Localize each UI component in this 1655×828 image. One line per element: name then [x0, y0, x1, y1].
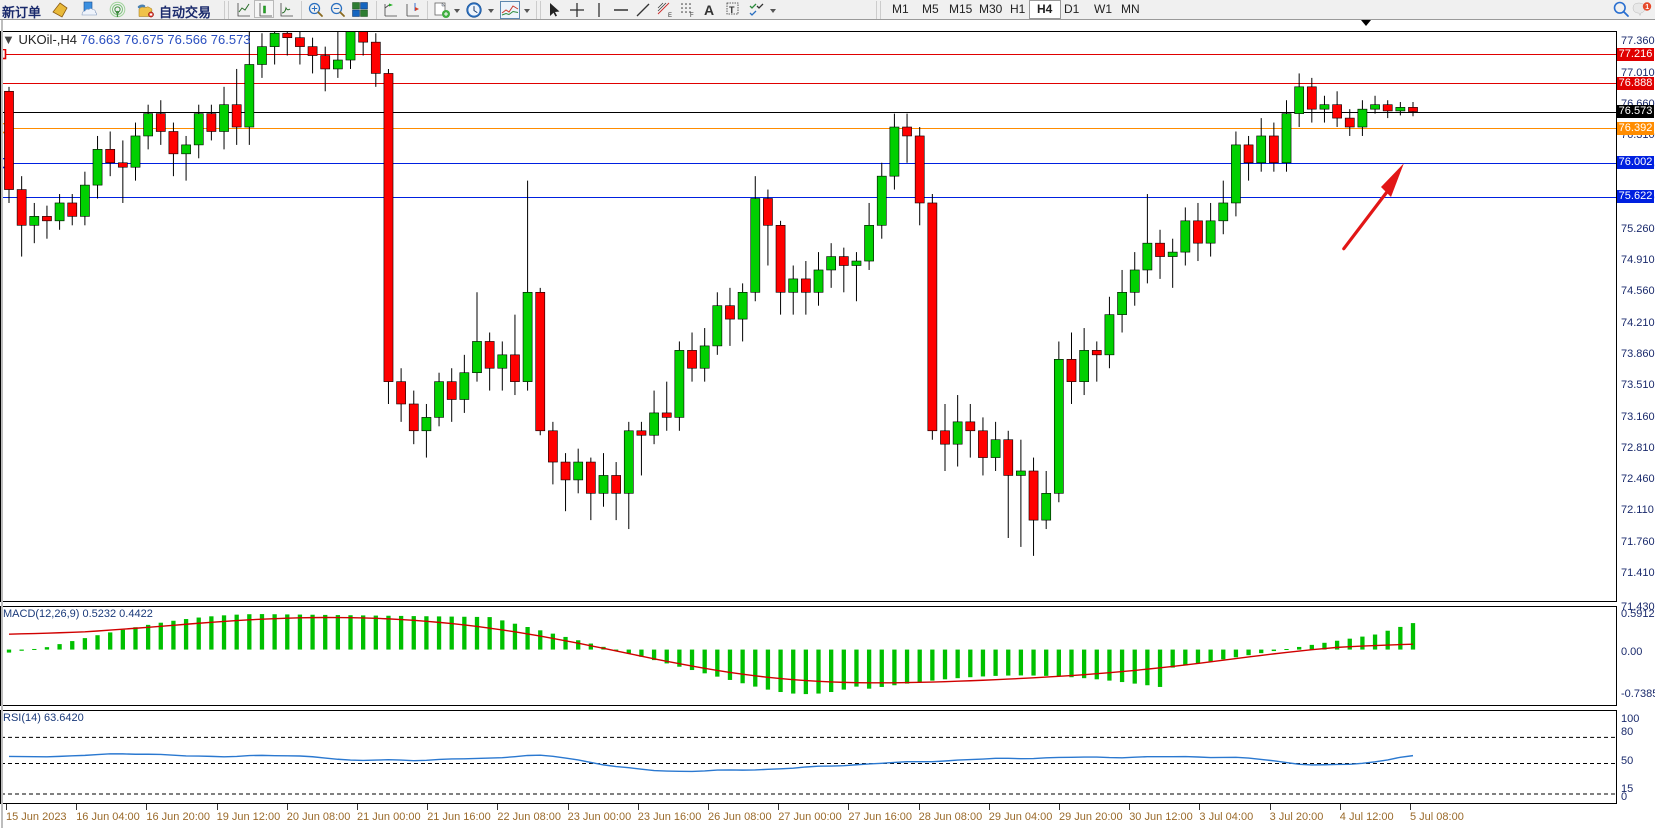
svg-text:1: 1 — [1645, 4, 1649, 11]
svg-text:T: T — [729, 5, 735, 15]
svg-text:F: F — [690, 13, 694, 18]
svg-text:E: E — [668, 13, 672, 18]
